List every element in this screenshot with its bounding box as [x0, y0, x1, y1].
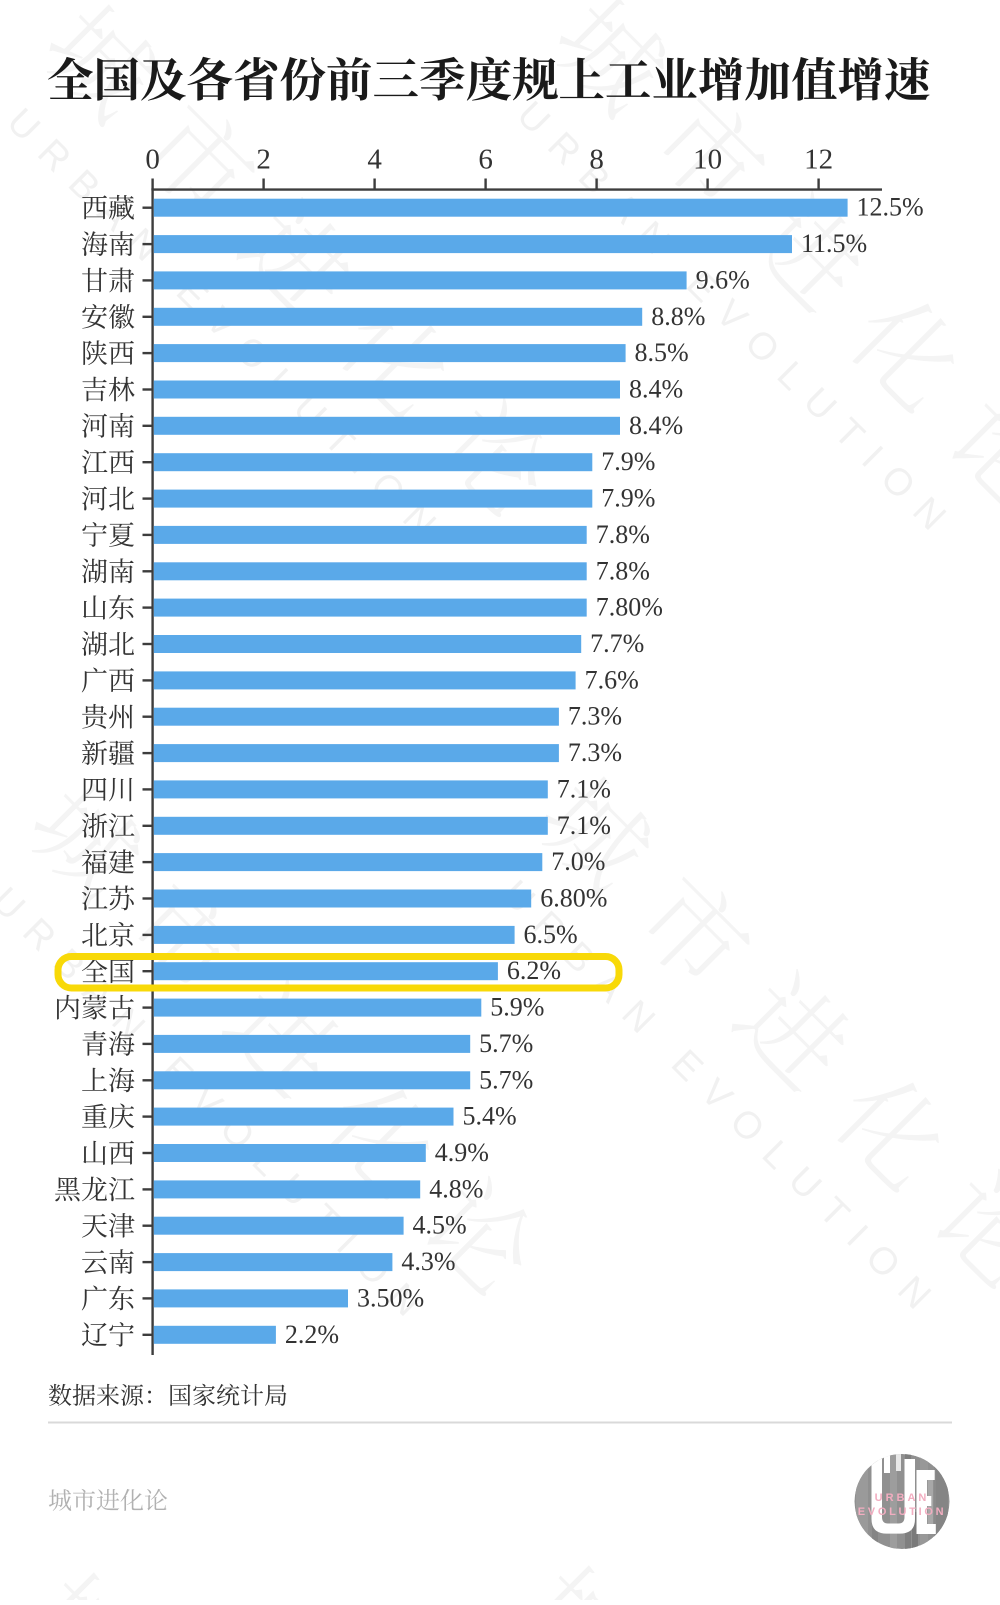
svg-text:12: 12	[804, 143, 833, 175]
svg-text:0: 0	[145, 143, 160, 175]
svg-text:5.7%: 5.7%	[479, 1029, 533, 1058]
svg-text:7.3%: 7.3%	[568, 738, 622, 767]
svg-text:7.3%: 7.3%	[568, 702, 622, 731]
svg-text:2.2%: 2.2%	[285, 1320, 339, 1349]
svg-text:5.7%: 5.7%	[479, 1065, 533, 1094]
svg-text:4.3%: 4.3%	[401, 1247, 455, 1276]
svg-text:7.9%: 7.9%	[601, 484, 655, 513]
svg-text:7.1%: 7.1%	[557, 774, 611, 803]
svg-text:7.6%: 7.6%	[585, 665, 639, 694]
svg-text:3.50%: 3.50%	[357, 1283, 424, 1312]
svg-text:12.5%: 12.5%	[857, 193, 924, 222]
svg-text:6.5%: 6.5%	[524, 920, 578, 949]
svg-text:7.7%: 7.7%	[590, 629, 644, 658]
svg-text:6.80%: 6.80%	[540, 884, 607, 913]
svg-text:11.5%: 11.5%	[801, 229, 867, 258]
svg-text:7.8%: 7.8%	[596, 556, 650, 585]
svg-text:8.4%: 8.4%	[629, 411, 683, 440]
svg-text:8.8%: 8.8%	[651, 302, 705, 331]
svg-text:5.4%: 5.4%	[463, 1102, 517, 1131]
svg-text:6.2%: 6.2%	[507, 956, 561, 985]
svg-text:4.9%: 4.9%	[435, 1138, 489, 1167]
svg-text:7.1%: 7.1%	[557, 811, 611, 840]
svg-text:8.5%: 8.5%	[635, 338, 689, 367]
svg-text:10: 10	[693, 143, 722, 175]
svg-text:5.9%: 5.9%	[490, 993, 544, 1022]
svg-text:7.9%: 7.9%	[601, 447, 655, 476]
svg-text:8: 8	[589, 143, 604, 175]
svg-text:4.8%: 4.8%	[429, 1174, 483, 1203]
svg-text:8.4%: 8.4%	[629, 375, 683, 404]
svg-text:2: 2	[256, 143, 271, 175]
svg-text:4.5%: 4.5%	[413, 1211, 467, 1240]
svg-text:4: 4	[367, 143, 382, 175]
svg-text:7.0%: 7.0%	[551, 847, 605, 876]
svg-text:6: 6	[478, 143, 493, 175]
svg-text:7.8%: 7.8%	[596, 520, 650, 549]
svg-text:9.6%: 9.6%	[696, 265, 750, 294]
svg-text:URBAN: URBAN	[875, 1492, 930, 1504]
svg-text:EVOLUTION: EVOLUTION	[858, 1506, 946, 1518]
svg-text:7.80%: 7.80%	[596, 593, 663, 622]
